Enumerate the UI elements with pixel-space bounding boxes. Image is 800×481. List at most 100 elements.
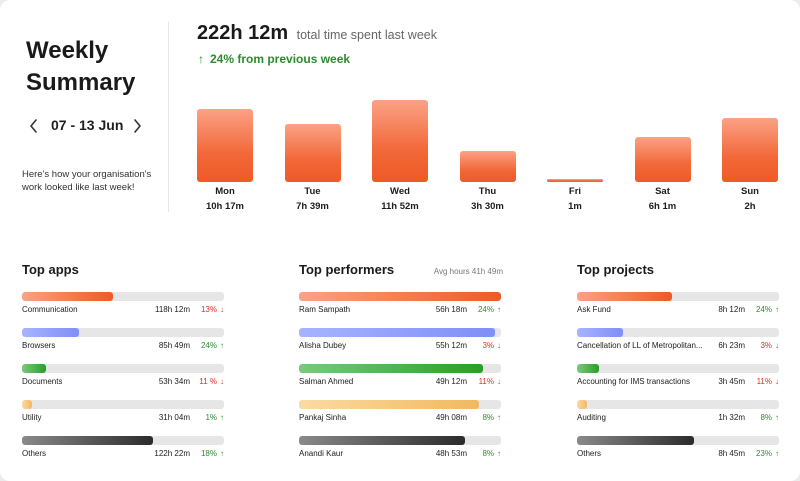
day-value-fri: 1m <box>568 201 582 212</box>
progress-track <box>22 436 224 445</box>
item-change: 3% <box>760 341 772 350</box>
chevron-left-icon <box>30 119 37 133</box>
top-apps-title: Top apps <box>22 262 79 277</box>
item-change: 18% <box>200 449 217 458</box>
bar-sun[interactable] <box>722 118 778 182</box>
list-item[interactable]: Ask Fund 8h 12m 24% ↑ <box>577 292 779 326</box>
progress-track <box>577 328 779 337</box>
item-value: 56h 18m <box>435 305 467 314</box>
vertical-divider <box>168 22 169 212</box>
item-label: Ask Fund <box>577 305 611 314</box>
arrow-up-icon: ↑ <box>220 413 224 422</box>
weekly-change: ↑ 24% from previous week <box>198 52 350 66</box>
arrow-down-icon: ↓ <box>497 341 501 350</box>
change-up: 23% ↑ <box>747 449 779 458</box>
week-navigator: 07 - 13 Jun <box>26 116 146 136</box>
progress-fill <box>22 328 79 337</box>
item-label: Communication <box>22 305 78 314</box>
change-down: 3% ↓ <box>469 341 501 350</box>
bar-tue[interactable] <box>284 124 341 182</box>
progress-fill <box>577 400 588 409</box>
item-label: Accounting for IMS transactions <box>577 377 690 386</box>
item-label: Auditing <box>577 413 606 422</box>
day-value-sat: 6h 1m <box>648 201 677 212</box>
item-label: Browsers <box>22 341 56 350</box>
progress-track <box>577 436 779 445</box>
day-label-thu: Thu <box>478 186 497 197</box>
progress-track <box>577 292 779 301</box>
progress-track <box>577 400 779 409</box>
list-item[interactable]: Ram Sampath 56h 18m 24% ↑ <box>299 292 501 326</box>
item-value: 118h 12m <box>155 305 190 314</box>
list-item[interactable]: Browsers 85h 49m 24% ↑ <box>22 328 224 362</box>
day-value-thu: 3h 30m <box>471 201 504 212</box>
progress-track <box>299 436 501 445</box>
item-label: Cancellation of LL of Metropolitan... <box>577 341 702 350</box>
item-change: 24% <box>200 341 217 350</box>
progress-track <box>299 400 501 409</box>
item-value: 3h 45m <box>718 377 745 386</box>
item-change: 24% <box>477 305 494 314</box>
progress-track <box>22 400 224 409</box>
day-label-wed: Wed <box>390 186 410 197</box>
bar-thu[interactable] <box>459 151 516 182</box>
progress-fill <box>577 328 624 337</box>
item-change: 11% <box>478 377 494 386</box>
progress-fill <box>22 400 33 409</box>
list-item[interactable]: Cancellation of LL of Metropolitan... 6h … <box>577 328 779 362</box>
change-down: 11% ↓ <box>747 377 779 386</box>
day-label-mon: Mon <box>215 186 235 197</box>
top-performers-title: Top performers <box>299 262 395 277</box>
item-value: 53h 34m <box>158 377 190 386</box>
top-projects-panel: Top projects Ask Fund 8h 12m 24% ↑ Cancellat… <box>577 262 781 458</box>
arrow-down-icon: ↓ <box>775 341 779 350</box>
item-change: 8% <box>760 413 772 422</box>
list-item[interactable]: Salman Ahmed 49h 12m 11% ↓ <box>299 364 501 398</box>
list-item[interactable]: Documents 53h 34m 11 % ↓ <box>22 364 224 398</box>
day-value-tue: 7h 39m <box>296 201 329 212</box>
list-item[interactable]: Others 122h 22m 18% ↑ <box>22 436 224 470</box>
change-up: 8% ↑ <box>747 413 779 422</box>
arrow-up-icon: ↑ <box>220 341 224 350</box>
item-value: 8h 12m <box>718 305 745 314</box>
list-item[interactable]: Auditing 1h 32m 8% ↑ <box>577 400 779 434</box>
list-item[interactable]: Communication 118h 12m 13% ↓ <box>22 292 224 326</box>
item-value: 8h 45m <box>718 449 745 458</box>
progress-fill <box>299 436 465 445</box>
list-item[interactable]: Others 8h 45m 23% ↑ <box>577 436 779 470</box>
item-value: 55h 12m <box>435 341 467 350</box>
total-time-value: 222h 12m <box>197 22 289 44</box>
bar-mon[interactable] <box>197 109 253 182</box>
day-label-fri: Fri <box>568 186 582 197</box>
list-item[interactable]: Anandi Kaur 48h 53m 8% ↑ <box>299 436 501 470</box>
item-change: 8% <box>482 449 494 458</box>
day-value-sun: 2h <box>744 201 756 212</box>
top-performers-panel: Top performers Avg hours 41h 49m Ram Sam… <box>299 262 503 458</box>
change-up: 18% ↑ <box>192 449 224 458</box>
progress-track <box>299 328 501 337</box>
total-time-caption: total time spent last week <box>296 28 437 42</box>
change-up: 1% ↑ <box>192 413 224 422</box>
change-down: 3% ↓ <box>747 341 779 350</box>
progress-fill <box>299 364 483 373</box>
list-item[interactable]: Accounting for IMS transactions 3h 45m 11%… <box>577 364 779 398</box>
arrow-up-icon: ↑ <box>775 305 779 314</box>
bar-wed[interactable] <box>372 100 428 182</box>
list-item[interactable]: Pankaj Sinha 49h 08m 8% ↑ <box>299 400 501 434</box>
list-item[interactable]: Alisha Dubey 55h 12m 3% ↓ <box>299 328 501 362</box>
list-item[interactable]: Utility 31h 04m 1% ↑ <box>22 400 224 434</box>
arrow-down-icon: ↓ <box>220 377 224 386</box>
day-value-mon: 10h 17m <box>205 201 245 212</box>
bar-fri[interactable] <box>547 179 603 182</box>
day-label-sat: Sat <box>655 186 670 197</box>
item-label: Pankaj Sinha <box>299 413 347 422</box>
item-change: 8% <box>482 413 494 422</box>
progress-fill <box>299 292 501 301</box>
next-week-button[interactable] <box>129 116 145 136</box>
progress-fill <box>299 400 479 409</box>
bar-sat[interactable] <box>634 137 691 182</box>
summary-description: Here's how your organisation's work look… <box>22 169 152 193</box>
previous-week-button[interactable] <box>26 116 42 136</box>
item-label: Others <box>577 449 602 458</box>
